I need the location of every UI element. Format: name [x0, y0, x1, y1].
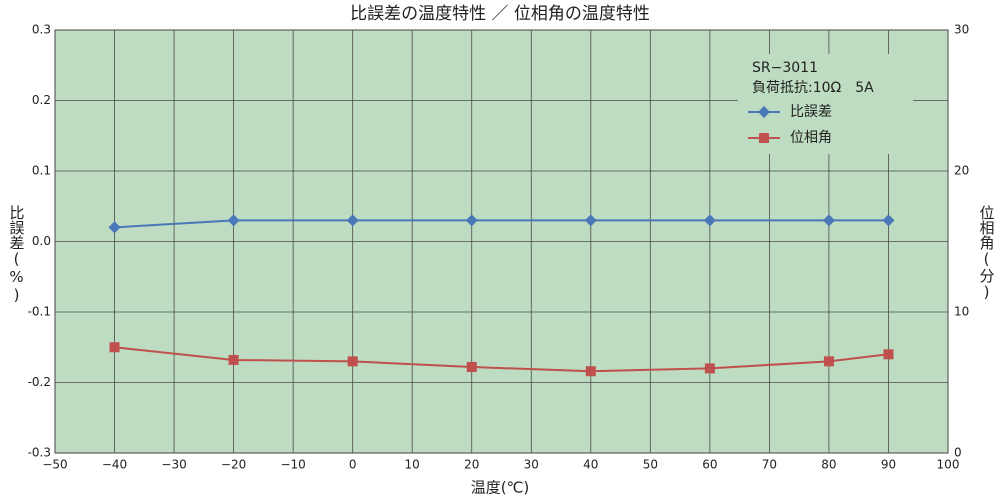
x-tick-label: 40 — [583, 458, 598, 472]
marker — [882, 214, 895, 227]
y-tick-label: -0.2 — [28, 375, 51, 389]
x-tick-label: −20 — [221, 458, 246, 472]
y2-tick-label: 10 — [954, 305, 969, 319]
x-tick-label: 60 — [702, 458, 717, 472]
marker — [347, 356, 358, 367]
series-line — [114, 346, 889, 373]
y-tick-label: 0.0 — [32, 234, 51, 248]
marker — [108, 221, 121, 234]
y-tick-label: -0.3 — [28, 446, 51, 460]
x-tick-label: 100 — [937, 458, 960, 472]
x-tick-label: −50 — [42, 458, 67, 472]
y2-tick-label: 0 — [954, 446, 962, 460]
marker — [823, 356, 834, 367]
marker — [703, 214, 716, 227]
marker — [109, 342, 120, 353]
x-tick-label: −40 — [102, 458, 127, 472]
x-tick-label: 30 — [524, 458, 539, 472]
y-tick-label: 0.2 — [32, 93, 51, 107]
x-tick-label: 0 — [349, 458, 357, 472]
chart-title: 比誤差の温度特性 ／ 位相角の温度特性 — [350, 4, 650, 24]
annotation: 負荷抵抗:10Ω 5A — [752, 80, 874, 96]
x-tick-label: 70 — [762, 458, 777, 472]
marker — [346, 214, 359, 227]
marker — [584, 214, 597, 227]
x-tick-label: 50 — [643, 458, 658, 472]
marker — [466, 361, 477, 372]
marker — [704, 363, 715, 374]
x-axis-title: 温度(℃) — [471, 479, 530, 497]
x-tick-label: 90 — [881, 458, 896, 472]
marker — [585, 366, 596, 377]
y-tick-label: -0.1 — [28, 305, 51, 319]
x-tick-label: 80 — [821, 458, 836, 472]
y-tick-label: 0.3 — [32, 23, 51, 37]
annotation: SR−3011 — [752, 60, 818, 76]
marker — [465, 214, 478, 227]
marker — [227, 214, 240, 227]
marker — [228, 354, 239, 365]
marker — [883, 349, 894, 360]
marker — [822, 214, 835, 227]
x-tick-label: 20 — [464, 458, 479, 472]
series-line — [114, 219, 889, 229]
x-tick-label: 10 — [405, 458, 420, 472]
y2-tick-label: 20 — [954, 164, 969, 178]
x-tick-label: −30 — [161, 458, 186, 472]
y2-axis-title: 位相角(分) — [978, 205, 996, 301]
y-axis-title: 比誤差(%) — [8, 205, 26, 304]
legend-label: 位相角 — [790, 130, 832, 146]
legend-marker — [758, 106, 770, 118]
legend-label: 比誤差 — [790, 104, 832, 120]
x-tick-label: −10 — [280, 458, 305, 472]
legend-marker — [759, 133, 769, 143]
y-tick-label: 0.1 — [32, 164, 51, 178]
y2-tick-label: 30 — [954, 23, 969, 37]
